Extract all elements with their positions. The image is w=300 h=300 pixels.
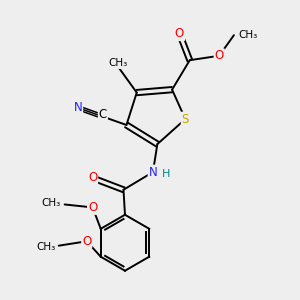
Text: O: O bbox=[82, 235, 91, 248]
Text: CH₃: CH₃ bbox=[42, 198, 61, 208]
Text: O: O bbox=[88, 201, 97, 214]
Text: O: O bbox=[175, 27, 184, 40]
Text: N: N bbox=[74, 101, 82, 114]
Text: O: O bbox=[214, 49, 224, 62]
Text: CH₃: CH₃ bbox=[238, 30, 258, 40]
Text: N: N bbox=[148, 166, 157, 178]
Text: CH₃: CH₃ bbox=[108, 58, 127, 68]
Text: H: H bbox=[162, 169, 170, 178]
Text: CH₃: CH₃ bbox=[36, 242, 55, 252]
Text: S: S bbox=[182, 112, 189, 126]
Text: O: O bbox=[88, 172, 97, 184]
Text: C: C bbox=[99, 108, 107, 121]
